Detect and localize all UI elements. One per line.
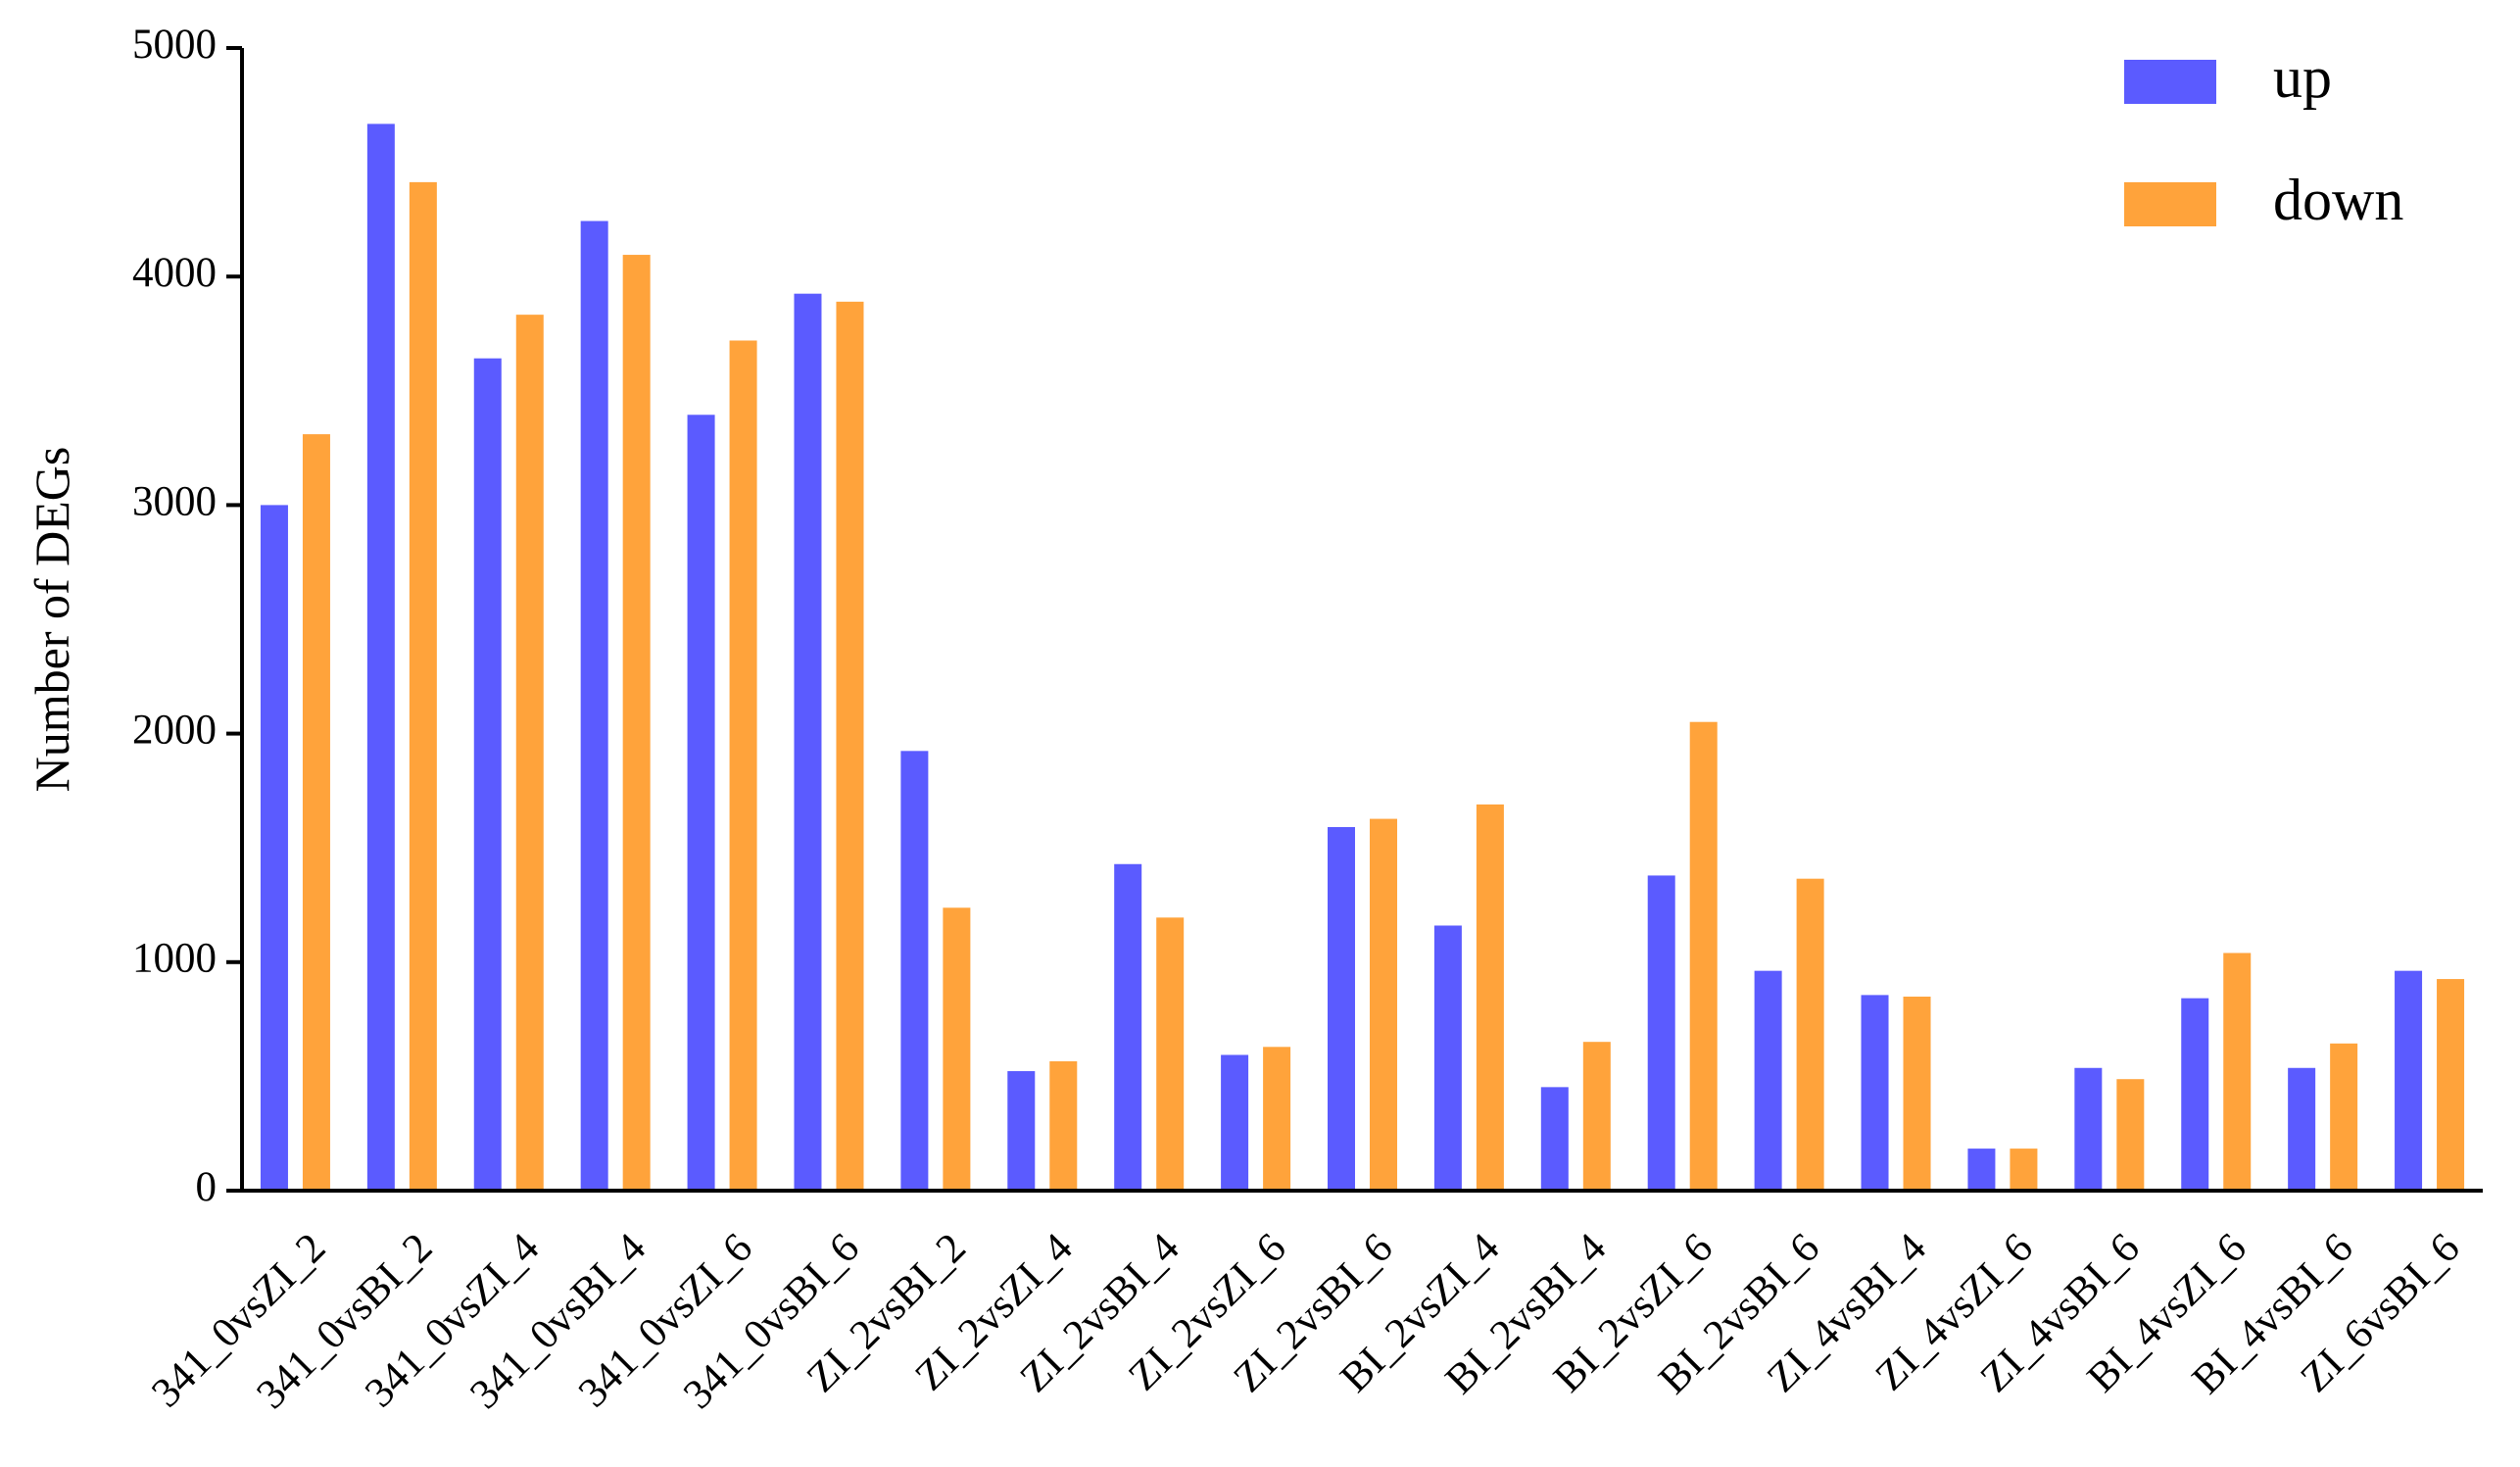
- bar: [1796, 878, 1824, 1191]
- bar: [473, 358, 502, 1191]
- bar: [943, 907, 971, 1191]
- bar: [729, 340, 757, 1192]
- bar: [2395, 970, 2423, 1191]
- legend-swatch: [2124, 182, 2216, 226]
- bar: [1689, 721, 1718, 1191]
- bar: [1861, 995, 1889, 1191]
- bar: [2330, 1043, 2358, 1191]
- legend-label: down: [2273, 168, 2403, 232]
- bar: [2116, 1079, 2145, 1191]
- bar: [1967, 1149, 1996, 1191]
- bar: [1263, 1047, 1291, 1191]
- bar: [622, 255, 651, 1191]
- bar: [2181, 998, 2209, 1191]
- bar: [687, 415, 715, 1191]
- bar: [1476, 804, 1504, 1191]
- bar: [1049, 1061, 1078, 1191]
- bar: [1433, 925, 1462, 1191]
- y-tick-label: 3000: [132, 478, 217, 524]
- bar: [1328, 826, 1355, 1191]
- bar: [900, 751, 929, 1191]
- y-tick-label: 1000: [132, 936, 217, 982]
- legend-swatch: [2124, 60, 2216, 104]
- bar: [2074, 1067, 2103, 1191]
- bar: [1221, 1054, 1249, 1191]
- bar: [2437, 979, 2465, 1191]
- bar: [515, 315, 544, 1191]
- legend-label: up: [2273, 45, 2332, 110]
- bar: [1582, 1042, 1611, 1191]
- bar: [1647, 875, 1675, 1191]
- bar: [409, 181, 437, 1191]
- bar: [2010, 1149, 2038, 1191]
- y-tick-label: 5000: [132, 22, 217, 68]
- bar: [1754, 970, 1782, 1191]
- bar: [580, 220, 608, 1191]
- bar: [1903, 997, 1931, 1191]
- bar: [836, 301, 864, 1191]
- bar: [1540, 1087, 1569, 1191]
- y-axis-label: Number of DEGs: [24, 447, 79, 793]
- bar: [2223, 953, 2252, 1191]
- bar: [260, 505, 288, 1191]
- y-tick-label: 0: [196, 1164, 218, 1210]
- y-tick-label: 2000: [132, 707, 217, 753]
- bar: [302, 434, 330, 1191]
- bar: [794, 293, 822, 1191]
- bar: [2288, 1067, 2316, 1191]
- y-tick-label: 4000: [132, 250, 217, 296]
- bar: [1370, 818, 1397, 1191]
- bar: [1007, 1071, 1036, 1191]
- bar: [366, 123, 395, 1192]
- bar: [1114, 863, 1142, 1191]
- bar: [1156, 917, 1185, 1191]
